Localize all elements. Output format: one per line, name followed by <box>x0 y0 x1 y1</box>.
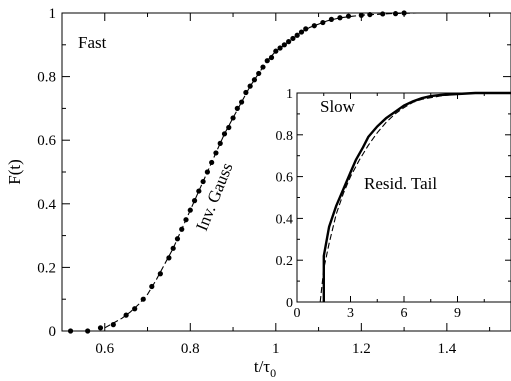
main-data-point <box>196 188 202 194</box>
main-data-point <box>191 198 198 204</box>
main-data-point <box>311 23 317 29</box>
inset-y-tick-label: 0 <box>286 296 293 311</box>
main-x-tick-label: 1.2 <box>352 341 371 357</box>
main-data-point <box>230 115 236 121</box>
inset-plot: 0 3 6 9 0 0.2 0.4 0.6 0.8 1 <box>276 87 511 321</box>
x-axis-title-main: t/τ <box>254 357 270 376</box>
main-series-dashed-line <box>104 12 417 329</box>
main-y-tick-label: 0.6 <box>37 133 56 149</box>
inset-series-dashed-line <box>319 92 511 303</box>
inset-plot-frame <box>296 92 511 303</box>
main-data-point <box>170 245 176 251</box>
main-data-point <box>221 131 228 137</box>
inset-y-tick-label: 0.2 <box>276 254 294 269</box>
main-data-point <box>217 140 223 146</box>
main-data-point <box>328 16 334 22</box>
inset-series-solid-line <box>322 91 511 302</box>
main-data-point <box>320 19 326 26</box>
inset-y-tick-label: 0.8 <box>276 129 294 144</box>
inset-y-tick-label: 0.4 <box>276 212 294 227</box>
main-y-tick-label: 0.8 <box>37 70 56 86</box>
main-y-tick-label: 0.2 <box>37 260 56 276</box>
x-axis-title-sub: 0 <box>270 366 276 380</box>
main-data-point <box>97 325 104 331</box>
main-x-tick-label: 1.4 <box>437 341 456 357</box>
main-y-tick-label: 1 <box>49 6 57 22</box>
inset-y-tick-label: 0.6 <box>276 171 294 186</box>
inset-y-tick-label: 1 <box>286 87 293 102</box>
main-data-point <box>345 13 352 19</box>
main-data-point <box>337 15 343 21</box>
main-data-point <box>268 54 275 61</box>
main-y-tick-label: 0.4 <box>37 197 56 213</box>
main-data-point <box>85 328 91 334</box>
inset-x-tick-label: 0 <box>294 306 301 321</box>
x-axis-title: t/τ0 <box>254 357 276 380</box>
main-curve-label: Inv. Gauss <box>192 160 236 234</box>
main-data-point <box>239 99 245 105</box>
main-panel-label: Fast <box>78 33 107 52</box>
main-data-point <box>67 328 74 334</box>
main-plot: 0.6 0.8 1 1.2 1.4 0 0.2 0.4 0.6 0.8 1 <box>37 6 511 357</box>
inset-curve-label: Resid. Tail <box>364 174 437 193</box>
main-x-tick-label: 1 <box>272 341 280 357</box>
main-data-point <box>303 26 309 32</box>
inset-x-tick-label: 3 <box>347 306 354 321</box>
inset-x-tick-label: 9 <box>454 306 461 321</box>
inset-panel-label: Slow <box>320 97 356 116</box>
main-y-tick-label: 0 <box>49 324 57 340</box>
inset-x-tick-label: 6 <box>401 306 408 321</box>
main-x-tick-label: 0.8 <box>181 341 200 357</box>
y-axis-title: F(t) <box>5 159 24 185</box>
main-x-tick-label: 0.6 <box>95 341 114 357</box>
main-data-point <box>110 322 116 328</box>
